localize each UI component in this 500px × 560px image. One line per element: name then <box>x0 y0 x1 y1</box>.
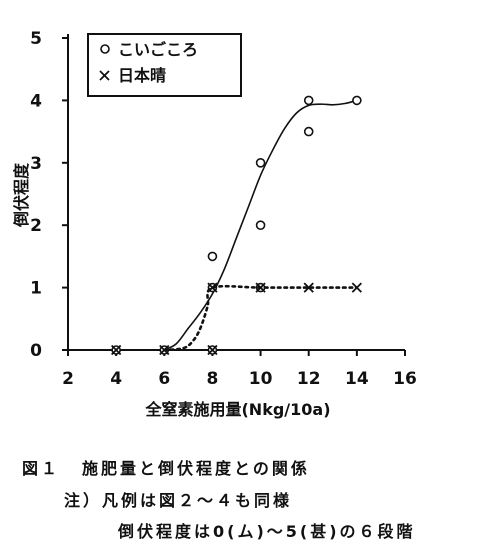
x-tick-label: 16 <box>393 369 417 389</box>
x-tick-label: 14 <box>345 369 369 389</box>
data-point-circle <box>207 251 218 262</box>
series-koigokoro <box>111 95 362 355</box>
data-point-circle <box>255 220 266 230</box>
legend-label-nipponbare: 日本晴 <box>118 66 166 85</box>
figure-caption: 図１ 施肥量と倒伏程度との関係 <box>22 455 310 479</box>
x-tick-label: 8 <box>207 369 219 389</box>
data-point-x <box>207 344 218 356</box>
legend: こいごころ 日本晴 <box>87 33 242 97</box>
y-tick-label: 4 <box>30 91 42 111</box>
y-tick-label: 0 <box>30 341 42 361</box>
legend-marker-x <box>99 70 110 81</box>
x-tick-label: 2 <box>62 369 74 389</box>
y-tick-label: 3 <box>30 154 42 174</box>
x-tick-label: 4 <box>110 369 122 389</box>
x-tick-label: 12 <box>297 369 321 389</box>
data-point-x <box>351 282 362 293</box>
legend-box <box>87 33 242 97</box>
legend-label-koigokoro: こいごころ <box>118 40 198 59</box>
data-point-x <box>207 282 218 293</box>
y-tick-label: 1 <box>30 279 42 299</box>
series-line <box>163 99 358 351</box>
x-tick-label: 10 <box>249 369 273 389</box>
legend-marker-circle <box>100 44 110 54</box>
x-tick-label: 6 <box>158 369 170 389</box>
figure-note-1: 注）凡例は図２～４も同様 <box>64 491 293 510</box>
data-point-circle <box>303 126 314 137</box>
x-tick-labels: 2 4 6 8 10 12 14 16 <box>62 369 417 389</box>
data-point-x <box>303 282 314 293</box>
data-point-x <box>111 344 122 356</box>
y-tick-label: 2 <box>30 216 42 236</box>
series-nipponbare <box>111 282 362 356</box>
data-point-x <box>159 344 170 356</box>
figure-label: 図１ <box>22 459 61 478</box>
y-tick-label: 5 <box>30 29 42 49</box>
y-tick-labels: 0 1 2 3 4 5 <box>30 29 42 361</box>
series-layer <box>111 95 362 356</box>
data-point-circle <box>303 95 314 106</box>
figure-title: 施肥量と倒伏程度との関係 <box>82 459 310 478</box>
x-axis-label: 全窒素施用量(Nkg/10a) <box>144 400 330 419</box>
y-axis-label: 倒伏程度 <box>12 162 31 228</box>
data-point-circle <box>352 95 362 106</box>
data-point-x <box>255 282 266 293</box>
figure-note-2: 倒伏程度は0(ム)～5(甚)の６段階 <box>118 522 416 541</box>
data-point-circle <box>255 158 266 168</box>
series-line <box>162 284 359 352</box>
